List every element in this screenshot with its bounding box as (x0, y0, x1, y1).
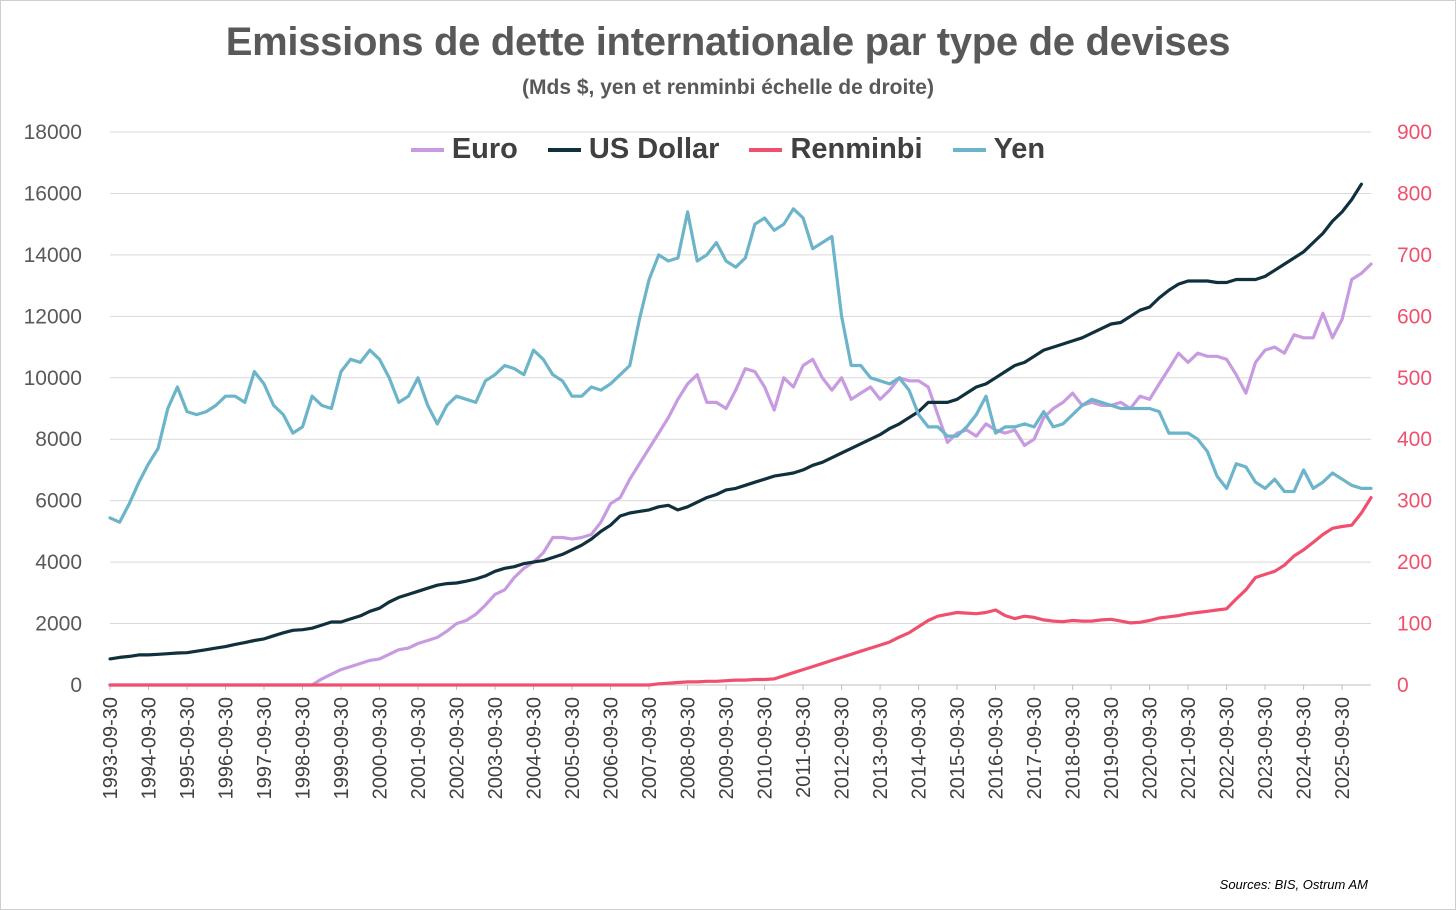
y-left-tick-label: 18000 (24, 121, 82, 144)
x-tick-label: 2005-09-30 (562, 697, 584, 799)
x-tick-label: 1994-09-30 (139, 697, 161, 799)
y-axis-right: 0 100 200 300 400 500 600 700 800 900 (1397, 121, 1432, 697)
gridlines (110, 131, 1371, 686)
x-tick-label: 2012-09-30 (832, 697, 854, 799)
y-left-tick-label: 16000 (24, 182, 82, 205)
x-tick-label: 2006-09-30 (601, 697, 623, 799)
legend-label-euro: Euro (451, 133, 518, 165)
x-tick-label: 2004-09-30 (524, 697, 546, 799)
y-left-tick-label: 0 (70, 674, 82, 697)
y-axis-left: 0 2000 4000 6000 8000 10000 12000 14000 16000 180… (24, 121, 82, 697)
series-line-renminbi (108, 496, 1373, 687)
x-tick-label: 2003-09-30 (485, 697, 507, 799)
x-tick-label: 2024-09-30 (1294, 697, 1316, 799)
y-right-tick-label: 800 (1397, 182, 1432, 205)
y-right-tick-label: 700 (1397, 244, 1432, 267)
x-tick-label: 2018-09-30 (1063, 697, 1085, 799)
y-left-tick-label: 14000 (24, 244, 82, 267)
y-right-tick-label: 300 (1397, 490, 1432, 513)
x-tick-label: 2014-09-30 (909, 697, 931, 799)
x-tick-label: 2007-09-30 (639, 697, 661, 799)
x-tick-label: 2010-09-30 (755, 697, 777, 799)
x-tick-label: 1996-09-30 (216, 697, 238, 799)
x-tick-label: 2009-09-30 (716, 697, 738, 799)
series-lines (108, 182, 1373, 687)
x-tick-label: 2019-09-30 (1101, 697, 1123, 799)
x-tick-label: 2002-09-30 (447, 697, 469, 799)
y-right-tick-label: 600 (1397, 305, 1432, 328)
y-right-tick-label: 100 (1397, 613, 1432, 636)
y-left-tick-label: 10000 (24, 367, 82, 390)
legend-item-renminbi: Renminbi (749, 133, 923, 166)
chart-title: Emissions de dette internationale par ty… (225, 20, 1231, 64)
x-tick-label: 2020-09-30 (1140, 697, 1162, 799)
legend-swatch-euro (410, 147, 444, 152)
series-line-us-dollar (108, 182, 1364, 661)
x-tick-label: 2022-09-30 (1217, 697, 1239, 799)
x-tick-label: 2016-09-30 (986, 697, 1008, 799)
y-right-tick-label: 200 (1397, 551, 1432, 574)
y-left-tick-label: 12000 (24, 305, 82, 328)
x-tick-label: 1995-09-30 (177, 697, 199, 799)
x-tick-label: 2001-09-30 (408, 697, 430, 799)
legend-label-us-dollar: US Dollar (588, 133, 720, 165)
x-tick-label: 2013-09-30 (870, 697, 892, 799)
x-tick-label: 2021-09-30 (1178, 697, 1200, 799)
y-left-tick-label: 8000 (35, 428, 82, 451)
legend-item-us-dollar: US Dollar (547, 133, 720, 166)
legend-label-renminbi: Renminbi (790, 133, 923, 165)
x-tick-label: 1998-09-30 (293, 697, 315, 799)
legend-item-euro: Euro (410, 133, 518, 166)
y-right-tick-label: 0 (1397, 674, 1409, 697)
legend-swatch-us-dollar (547, 147, 581, 152)
legend-swatch-yen (952, 147, 986, 152)
x-tick-label: 1997-09-30 (254, 697, 276, 799)
x-tick-label: 2015-09-30 (947, 697, 969, 799)
y-left-tick-label: 6000 (35, 490, 82, 513)
x-tick-label: 2025-09-30 (1332, 697, 1354, 799)
x-axis: 1993-09-30 1994-09-30 1995-09-30 1996-09-30… (100, 685, 1354, 799)
series-line-yen (108, 207, 1373, 524)
x-tick-label: 1999-09-30 (331, 697, 353, 799)
x-tick-label: 2023-09-30 (1255, 697, 1277, 799)
y-right-tick-label: 400 (1397, 428, 1432, 451)
x-tick-label: 2011-09-30 (793, 697, 815, 798)
y-right-tick-label: 900 (1397, 121, 1432, 144)
legend-swatch-renminbi (749, 147, 783, 152)
chart-source: Sources: BIS, Ostrum AM (1219, 877, 1368, 892)
y-right-tick-label: 500 (1397, 367, 1432, 390)
legend-label-yen: Yen (993, 133, 1046, 165)
legend-item-yen: Yen (952, 133, 1046, 166)
series-line-euro (108, 262, 1373, 687)
x-tick-label: 2000-09-30 (370, 697, 392, 799)
chart-subtitle: (Mds $, yen et renminbi échelle de droit… (522, 76, 934, 99)
x-tick-label: 1993-09-30 (100, 697, 122, 799)
x-tick-label: 2017-09-30 (1024, 697, 1046, 799)
y-left-tick-label: 4000 (35, 551, 82, 574)
y-left-tick-label: 2000 (35, 613, 82, 636)
x-tick-label: 2008-09-30 (678, 697, 700, 799)
chart-legend: Euro US Dollar Renminbi Yen (0, 133, 1456, 166)
